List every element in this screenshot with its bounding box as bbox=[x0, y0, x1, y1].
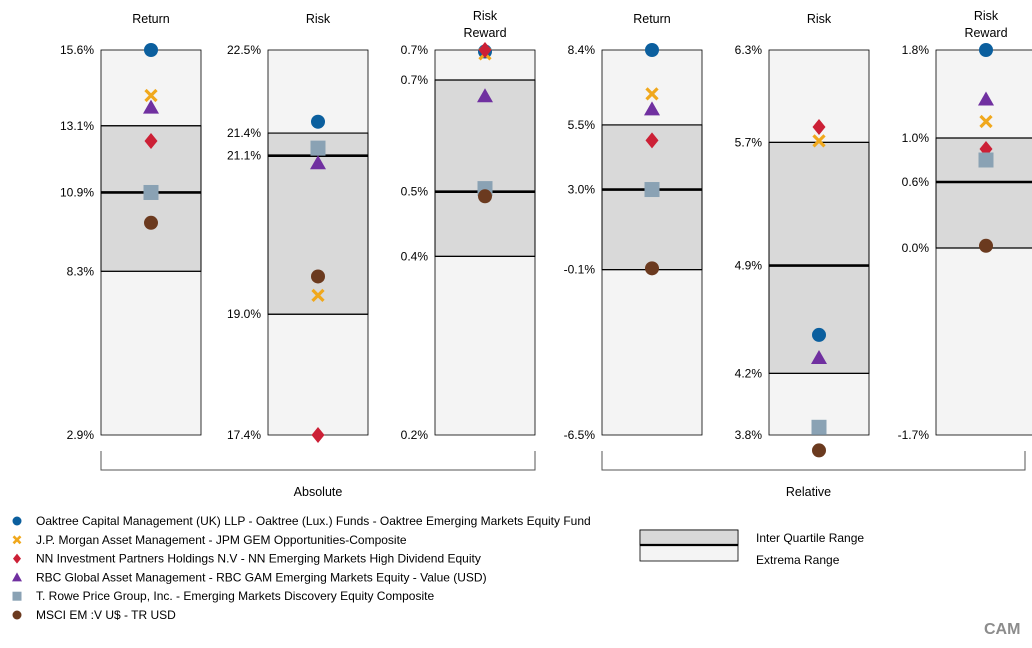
panel-2-tick-min: 17.4% bbox=[227, 428, 261, 442]
panel-6-tick-max: 1.8% bbox=[902, 43, 930, 57]
panel-3-tick-q3: 0.7% bbox=[401, 73, 429, 87]
panel-5-tick-q3: 5.7% bbox=[735, 135, 763, 149]
panel-1-tick-q1: 8.3% bbox=[67, 264, 95, 278]
panel-3-title-line-1: Risk bbox=[473, 9, 498, 23]
panel-5-marker-series-1 bbox=[812, 327, 826, 342]
group-label-2: Relative bbox=[786, 485, 831, 499]
panel-2-marker-series-3 bbox=[311, 427, 325, 443]
panel-4-tick-median: 3.0% bbox=[568, 183, 596, 197]
panel-4-title: Return bbox=[633, 12, 671, 26]
group-label-1: Absolute bbox=[294, 485, 343, 499]
legend-label-series-5: T. Rowe Price Group, Inc. - Emerging Mar… bbox=[36, 589, 434, 603]
panel-3-tick-max: 0.7% bbox=[401, 43, 429, 57]
panel-2-tick-q1: 19.0% bbox=[227, 307, 261, 321]
watermark-logo: CAM bbox=[984, 621, 1020, 638]
legend-marker-series-5 bbox=[12, 591, 22, 601]
panel-2-marker-series-2 bbox=[311, 288, 325, 302]
panel-6-marker-series-5 bbox=[978, 152, 994, 168]
group-bracket-1 bbox=[100, 451, 536, 471]
panel-3-marker-series-6 bbox=[478, 189, 492, 204]
panel-5-tick-max: 6.3% bbox=[735, 43, 763, 57]
panel-6-tick-q1: 0.0% bbox=[902, 241, 930, 255]
panel-5-marker-series-4 bbox=[811, 350, 827, 364]
panel-5-marker-series-2 bbox=[812, 134, 826, 148]
panel-2-tick-max: 22.5% bbox=[227, 43, 261, 57]
panel-3-marker-series-4 bbox=[477, 88, 493, 103]
panel-5-tick-median: 4.9% bbox=[735, 259, 763, 273]
panel-4-marker-series-5 bbox=[644, 182, 660, 198]
range-legend-iqr-label: Inter Quartile Range bbox=[756, 531, 864, 545]
panel-6-title-line-1: Risk bbox=[974, 9, 999, 23]
panel-1-tick-q3: 13.1% bbox=[60, 119, 94, 133]
panel-4-marker-series-2 bbox=[645, 87, 659, 101]
panel-2-marker-series-1 bbox=[311, 114, 325, 129]
panel-2-marker-series-6 bbox=[311, 269, 325, 284]
panel-6-marker-series-6 bbox=[979, 238, 993, 253]
panel-6-marker-series-4 bbox=[978, 91, 994, 106]
panel-5-tick-q1: 4.2% bbox=[735, 366, 763, 380]
panel-4-tick-q1: -0.1% bbox=[564, 263, 596, 277]
panel-1-marker-series-1 bbox=[144, 43, 158, 57]
panel-2-marker-series-5 bbox=[310, 140, 326, 156]
legend-marker-series-3 bbox=[13, 553, 21, 564]
panel-4-marker-series-1 bbox=[645, 43, 659, 57]
panel-5-marker-series-2-stroke-2 bbox=[812, 134, 826, 148]
panel-6-marker-series-2 bbox=[979, 114, 993, 129]
legend-marker-series-4 bbox=[12, 572, 22, 582]
panel-6-title-line-2: Reward bbox=[964, 26, 1007, 40]
panel-4-marker-series-3 bbox=[645, 132, 659, 149]
legend-label-series-1: Oaktree Capital Management (UK) LLP - Oa… bbox=[36, 514, 591, 528]
panel-1-tick-median: 10.9% bbox=[60, 185, 94, 199]
panel-5-title: Risk bbox=[807, 12, 832, 26]
panel-4-marker-series-4 bbox=[644, 101, 660, 116]
legend-label-series-3: NN Investment Partners Holdings N.V - NN… bbox=[36, 552, 481, 566]
group-bracket-2 bbox=[601, 451, 1026, 471]
legend-marker-series-6 bbox=[12, 610, 22, 620]
legend-marker-series-2 bbox=[12, 535, 22, 545]
panel-1-marker-series-6 bbox=[144, 215, 158, 230]
panel-4-tick-q3: 5.5% bbox=[568, 118, 596, 132]
panel-3-tick-median: 0.5% bbox=[401, 185, 429, 199]
panel-5-marker-series-3 bbox=[812, 119, 826, 135]
panel-6-tick-min: -1.7% bbox=[898, 428, 930, 442]
panel-6-tick-q3: 1.0% bbox=[902, 131, 930, 145]
legend-label-series-4: RBC Global Asset Management - RBC GAM Em… bbox=[36, 570, 487, 584]
panel-3-tick-q1: 0.4% bbox=[401, 249, 429, 263]
panel-5-marker-series-5 bbox=[811, 419, 827, 435]
panel-2-title: Risk bbox=[306, 12, 331, 26]
panel-1-marker-series-2-stroke-2 bbox=[144, 88, 158, 103]
panel-3-title-line-2: Reward bbox=[463, 26, 506, 40]
legend-marker-series-2-stroke-2 bbox=[12, 535, 22, 545]
panel-3-tick-min: 0.2% bbox=[401, 428, 429, 442]
panel-4-tick-max: 8.4% bbox=[568, 43, 596, 57]
legend-label-series-2: J.P. Morgan Asset Management - JPM GEM O… bbox=[36, 533, 407, 547]
panel-2-marker-series-4 bbox=[310, 155, 326, 170]
panel-1-marker-series-2 bbox=[144, 88, 158, 103]
panel-4-tick-min: -6.5% bbox=[564, 428, 596, 442]
panel-1-tick-max: 15.6% bbox=[60, 43, 94, 57]
range-legend-extrema-label: Extrema Range bbox=[756, 553, 840, 567]
panel-2-tick-median: 21.1% bbox=[227, 149, 261, 163]
panel-4-marker-series-2-stroke-2 bbox=[645, 87, 659, 101]
panel-2-tick-q3: 21.4% bbox=[227, 126, 261, 140]
panel-1-marker-series-4 bbox=[143, 99, 159, 114]
panel-6-marker-series-2-stroke-2 bbox=[979, 114, 993, 129]
legend-label-series-6: MSCI EM :V U$ - TR USD bbox=[36, 608, 176, 622]
panel-5-tick-min: 3.8% bbox=[735, 428, 763, 442]
panel-5-marker-series-6 bbox=[812, 443, 826, 458]
range-legend-iqr-swatch bbox=[639, 529, 739, 546]
panel-6-tick-median: 0.6% bbox=[902, 175, 930, 189]
panel-1-marker-series-3 bbox=[144, 132, 158, 149]
legend-marker-series-1 bbox=[12, 516, 22, 526]
panel-1-marker-series-5 bbox=[143, 184, 159, 200]
panel-3-marker-series-3 bbox=[478, 42, 492, 58]
panel-1-tick-min: 2.9% bbox=[67, 428, 95, 442]
panel-6-marker-series-1 bbox=[979, 43, 993, 57]
panel-1-title: Return bbox=[132, 12, 170, 26]
panel-4-marker-series-6 bbox=[645, 261, 659, 276]
panel-2-marker-series-2-stroke-2 bbox=[311, 288, 325, 302]
panel-3-iqr-box bbox=[434, 79, 536, 257]
